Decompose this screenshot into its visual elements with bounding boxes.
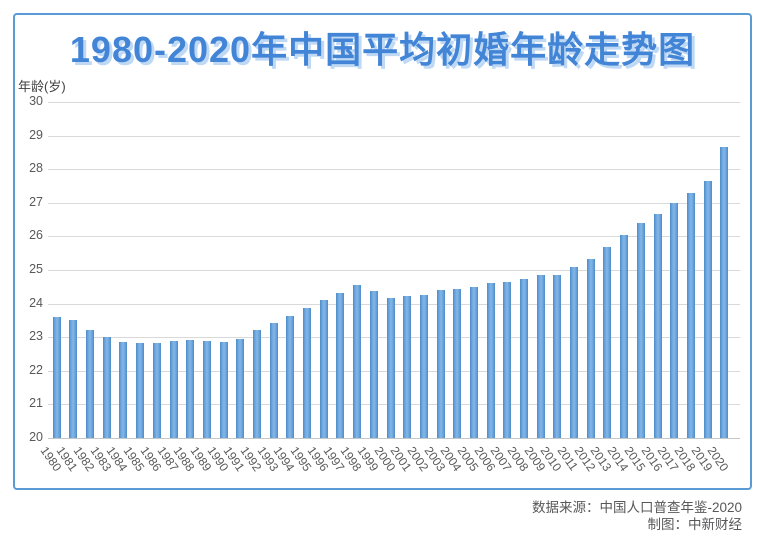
bar-2001 — [403, 296, 412, 438]
y-tick-label-27: 27 — [29, 194, 43, 209]
gridline-27 — [48, 202, 740, 204]
bar-1985 — [136, 343, 145, 438]
bar-1998 — [353, 285, 362, 438]
bar-1980 — [52, 317, 61, 438]
bar-2013 — [603, 246, 612, 438]
y-tick-label-28: 28 — [29, 161, 43, 176]
gridline-20 — [48, 438, 740, 439]
bar-1997 — [336, 292, 345, 438]
bar-1987 — [169, 340, 178, 438]
bar-1992 — [252, 330, 261, 438]
chart-card: 1980-2020年中国平均初婚年龄走势图 年龄(岁) 20 21 22 23 24 25… — [13, 13, 752, 490]
bar-2002 — [419, 294, 428, 438]
bar-2019 — [703, 180, 712, 438]
bar-2018 — [686, 193, 695, 438]
gridline-29 — [48, 135, 740, 137]
bar-1990 — [219, 341, 228, 438]
bar-2004 — [453, 289, 462, 438]
y-axis-title: 年龄(岁) — [18, 79, 66, 94]
bar-1995 — [303, 307, 312, 438]
y-tick-label-23: 23 — [29, 329, 43, 344]
bar-1984 — [119, 342, 128, 438]
gridline-26 — [48, 236, 740, 238]
footer: 数据来源：中国人口普查年鉴-2020 制图：中新财经 — [532, 499, 742, 533]
bar-1982 — [86, 329, 95, 438]
y-tick-label-30: 30 — [29, 94, 43, 108]
gridline-25 — [48, 270, 740, 271]
gridline-30 — [48, 102, 740, 103]
bar-2012 — [586, 258, 595, 438]
y-tick-label-26: 26 — [29, 228, 43, 243]
y-tick-label-22: 22 — [29, 362, 43, 377]
bar-2016 — [653, 213, 662, 438]
data-source-note: 数据来源：中国人口普查年鉴-2020 — [531, 500, 742, 515]
bar-2006 — [486, 282, 495, 438]
y-tick-label-20: 20 — [29, 430, 43, 444]
gridline-28 — [48, 169, 740, 171]
bar-2008 — [520, 278, 529, 438]
y-tick-label-21: 21 — [29, 396, 43, 411]
bar-2003 — [436, 290, 445, 438]
chart-title: 1980-2020年中国平均初婚年龄走势图 — [69, 29, 696, 70]
bar-2000 — [386, 298, 395, 438]
bar-1989 — [202, 341, 211, 438]
bar-2017 — [670, 203, 679, 438]
y-tick-label-25: 25 — [29, 262, 43, 276]
bar-1988 — [186, 340, 195, 438]
bar-2005 — [469, 287, 478, 438]
bar-2014 — [620, 235, 629, 438]
y-tick-label-24: 24 — [29, 295, 43, 310]
bar-1996 — [319, 299, 328, 438]
bar-1981 — [69, 319, 78, 438]
bar-2010 — [553, 274, 562, 438]
bar-1991 — [236, 338, 245, 438]
bar-2011 — [570, 267, 579, 438]
bar-2007 — [503, 282, 512, 438]
bar-1993 — [269, 323, 278, 438]
credit-note: 制图：中新财经 — [647, 517, 743, 532]
plot-area: 20 21 22 23 24 25 26 27 28 29 30 1980 1981 1982 1983 19… — [15, 15, 750, 488]
bar-2009 — [536, 275, 545, 438]
bar-2020 — [720, 146, 729, 438]
bar-1994 — [286, 316, 295, 438]
bar-1999 — [369, 290, 378, 438]
bar-1986 — [152, 342, 161, 438]
bar-1983 — [102, 336, 111, 438]
bar-2015 — [636, 222, 645, 438]
y-tick-label-29: 29 — [29, 127, 43, 142]
